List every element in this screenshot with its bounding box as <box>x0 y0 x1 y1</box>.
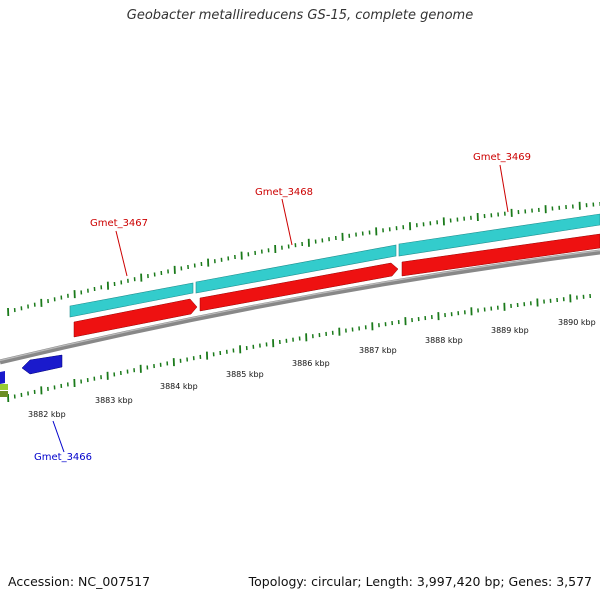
lower-tick-row <box>7 293 592 403</box>
cds-bar-gmet-3467[interactable] <box>69 282 194 318</box>
topology-text: Topology: circular; Length: 3,997,420 bp… <box>248 574 592 589</box>
cds-bar-gmet-3468[interactable] <box>195 244 397 294</box>
leader-line-gmet-3467 <box>115 230 128 277</box>
kbp-label-3882: 3882 kbp <box>28 410 66 419</box>
genome-backbone-highlight <box>0 249 600 362</box>
kbp-label-3886: 3886 kbp <box>292 359 330 368</box>
gene-label-gmet-3466[interactable]: Gmet_3466 <box>34 452 92 463</box>
kbp-label-3885: 3885 kbp <box>226 370 264 379</box>
gene-arrow-gmet-3467[interactable] <box>73 298 198 338</box>
kbp-label-3883: 3883 kbp <box>95 396 133 405</box>
map-title: Geobacter metallireducens GS-15, complet… <box>126 8 474 23</box>
genome-backbone <box>0 249 600 365</box>
kbp-label-3884: 3884 kbp <box>160 382 198 391</box>
kbp-label-3887: 3887 kbp <box>359 346 397 355</box>
gene-label-gmet-3469[interactable]: Gmet_3469 <box>473 152 531 163</box>
gene-arrow-left-fragment[interactable] <box>0 371 5 384</box>
gene-arrow-gmet-3468[interactable] <box>199 262 399 312</box>
leader-line-gmet-3466 <box>52 420 65 453</box>
accession-text: Accession: NC_007517 <box>8 574 151 589</box>
kbp-label-3888: 3888 kbp <box>425 336 463 345</box>
upper-tick-row <box>7 201 600 317</box>
gene-label-gmet-3468[interactable]: Gmet_3468 <box>255 187 313 198</box>
olive-feature-fragment <box>0 391 8 397</box>
gene-arrow-gmet-3466[interactable] <box>21 354 63 375</box>
lime-feature-fragment <box>0 384 8 390</box>
gene-label-gmet-3467[interactable]: Gmet_3467 <box>90 218 148 229</box>
kbp-label-3889: 3889 kbp <box>491 326 529 335</box>
leader-line-gmet-3469 <box>499 164 509 213</box>
kbp-label-3890: 3890 kbp <box>558 318 596 327</box>
leader-line-gmet-3468 <box>281 198 293 246</box>
cds-bar-gmet-3469[interactable] <box>398 213 600 257</box>
gene-arrow-gmet-3469[interactable] <box>401 233 600 277</box>
